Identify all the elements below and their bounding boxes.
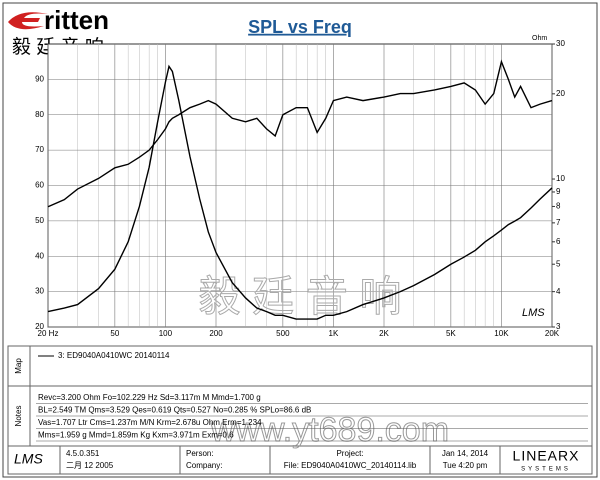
y2-tick-label: 6 (556, 237, 561, 246)
x-tick-label: 20 Hz (38, 329, 59, 338)
x-tick-label: 20K (545, 329, 560, 338)
x-tick-label: 50 (110, 329, 119, 338)
footer-box (7, 445, 593, 475)
project: Project: (336, 449, 363, 458)
note-line: Vas=1.707 Ltr Cms=1.237m M/N Krm=2.678u … (38, 418, 262, 427)
y2-tick-label: 9 (556, 187, 561, 196)
x-tick-label: 10K (494, 329, 509, 338)
y2-tick-label: 4 (556, 287, 561, 296)
x-tick-label: 200 (209, 329, 223, 338)
y2-tick-label: 7 (556, 218, 561, 227)
y-tick-label: 90 (35, 74, 44, 83)
x-tick-label: 5K (446, 329, 456, 338)
map-label: Map (14, 358, 23, 374)
y2-tick-label: 20 (556, 89, 565, 98)
footer-brand-sub: SYSTEMS (521, 467, 571, 473)
y2-tick-label: 10 (556, 174, 565, 183)
y2-tick-label: 5 (556, 259, 561, 268)
series-line (47, 64, 553, 320)
time: Tue 4:20 pm (443, 461, 488, 470)
brand: ritten (44, 5, 109, 35)
x-tick-label: 1K (329, 329, 339, 338)
chart-title: SPL vs Freq (248, 17, 352, 37)
y-tick-label: 40 (35, 251, 44, 260)
watermark-url: www.yt689.com (210, 411, 449, 449)
version: 4.5.0.351 (66, 449, 100, 458)
notes-label: Notes (14, 406, 23, 427)
y-tick-label: 50 (35, 216, 44, 225)
y-tick-label: 80 (35, 110, 44, 119)
build-date: 二月 12 2005 (66, 461, 114, 470)
note-line: Revc=3.200 Ohm Fo=102.229 Hz Sd=3.117m M… (38, 393, 261, 402)
company: Company: (186, 461, 222, 470)
footer-logo: LMS (14, 451, 43, 467)
legend-entry: 3: ED9040A0410WC 20140114 (58, 351, 170, 360)
x-tick-label: 500 (276, 329, 290, 338)
note-line: Mms=1.959 g Mmd=1.859m Kg Kxm=3.971m Exm… (38, 431, 234, 440)
y-tick-label: 20 (35, 322, 44, 331)
y2-tick-label: 8 (556, 202, 561, 211)
y-tick-label: 60 (35, 181, 44, 190)
person: Person: (186, 449, 214, 458)
y-tick-label: 30 (35, 287, 44, 296)
corner-mark: LMS (522, 307, 545, 319)
y-tick-label: 70 (35, 145, 44, 154)
y2-label: Ohm (532, 35, 547, 42)
note-line: BL=2.549 TM Qms=3.529 Qes=0.619 Qts=0.52… (38, 406, 311, 415)
file: File: ED9040A0410WC_20140114.lib (284, 461, 417, 470)
date: Jan 14, 2014 (442, 449, 489, 458)
watermark-cn: 毅 廷 音 响 (198, 273, 401, 320)
logo-swoosh (8, 12, 48, 30)
x-tick-label: 2K (379, 329, 389, 338)
y2-tick-label: 30 (556, 39, 565, 48)
footer-brand: LINEARX (513, 448, 580, 464)
y2-tick-label: 3 (556, 322, 561, 331)
x-tick-label: 100 (159, 329, 173, 338)
